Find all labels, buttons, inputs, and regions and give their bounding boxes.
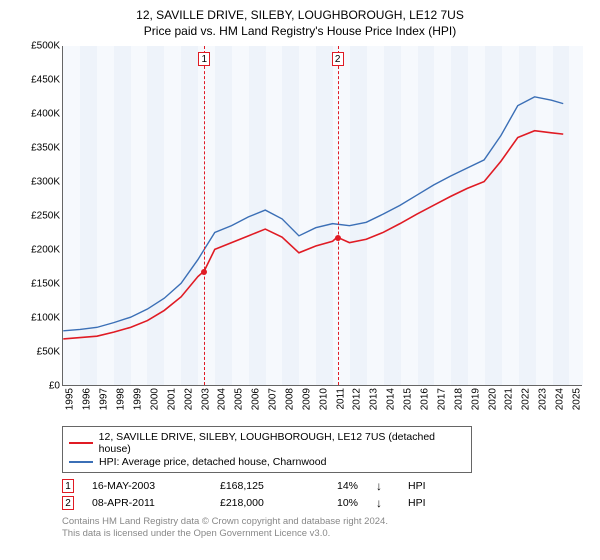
x-tick-label: 2020 [487,388,498,410]
transaction-row: 1 16-MAY-2003 £168,125 14% ↓ HPI [62,479,586,493]
legend: 12, SAVILLE DRIVE, SILEBY, LOUGHBOROUGH,… [62,426,472,473]
legend-row-hpi: HPI: Average price, detached house, Char… [69,456,465,468]
marker-box: 1 [198,52,210,66]
x-tick-label: 2021 [504,388,515,410]
y-tick-label: £300K [16,177,60,188]
transaction-marker: 2 [62,496,74,510]
marker-dot [335,235,341,241]
marker-box: 2 [332,52,344,66]
transaction-row: 2 08-APR-2011 £218,000 10% ↓ HPI [62,496,586,510]
marker-dot [201,269,207,275]
footer: Contains HM Land Registry data © Crown c… [62,516,586,540]
transaction-marker: 1 [62,479,74,493]
x-tick-label: 2002 [183,388,194,410]
x-tick-label: 2017 [436,388,447,410]
plot-area: 12 [62,46,582,386]
series-price_paid [63,131,563,339]
x-tick-label: 1996 [82,388,93,410]
x-tick-label: 1998 [116,388,127,410]
marker-vline [338,46,339,385]
y-tick-label: £150K [16,279,60,290]
transaction-price: £168,125 [220,480,300,492]
transactions-table: 1 16-MAY-2003 £168,125 14% ↓ HPI 2 08-APR-2011 £… [62,479,586,510]
x-tick-label: 2006 [251,388,262,410]
y-tick-label: £100K [16,313,60,324]
x-tick-label: 2007 [268,388,279,410]
x-tick-label: 2025 [571,388,582,410]
transaction-price: £218,000 [220,497,300,509]
x-tick-label: 2023 [538,388,549,410]
chart-title-address: 12, SAVILLE DRIVE, SILEBY, LOUGHBOROUGH,… [14,8,586,22]
legend-swatch-price-paid [69,442,93,444]
series-hpi [63,97,563,331]
chart-titles: 12, SAVILLE DRIVE, SILEBY, LOUGHBOROUGH,… [14,8,586,38]
footer-line-1: Contains HM Land Registry data © Crown c… [62,516,586,528]
legend-label-hpi: HPI: Average price, detached house, Char… [99,456,326,468]
down-arrow-icon: ↓ [376,479,390,493]
chart: 12 £0£50K£100K£150K£200K£250K£300K£350K£… [14,42,586,422]
y-tick-label: £250K [16,211,60,222]
chart-lines [63,46,582,385]
x-tick-label: 2013 [369,388,380,410]
down-arrow-icon: ↓ [376,496,390,510]
x-tick-label: 2001 [166,388,177,410]
x-tick-label: 2022 [521,388,532,410]
y-tick-label: £0 [16,381,60,392]
y-tick-label: £500K [16,41,60,52]
x-tick-label: 2003 [200,388,211,410]
x-tick-label: 1999 [132,388,143,410]
x-tick-label: 2016 [419,388,430,410]
x-tick-label: 2024 [555,388,566,410]
x-tick-label: 2009 [301,388,312,410]
page: 12, SAVILLE DRIVE, SILEBY, LOUGHBOROUGH,… [0,0,600,560]
chart-title-subtitle: Price paid vs. HM Land Registry's House … [14,24,586,38]
x-tick-label: 1997 [99,388,110,410]
transaction-pct: 10% [318,497,358,509]
transaction-date: 08-APR-2011 [92,497,202,509]
x-tick-label: 2005 [234,388,245,410]
x-tick-label: 2012 [352,388,363,410]
y-tick-label: £400K [16,109,60,120]
legend-label-price-paid: 12, SAVILLE DRIVE, SILEBY, LOUGHBOROUGH,… [99,431,465,455]
y-tick-label: £200K [16,245,60,256]
legend-swatch-hpi [69,461,93,463]
x-tick-label: 2004 [217,388,228,410]
transaction-hpi-label: HPI [408,480,438,492]
transaction-pct: 14% [318,480,358,492]
transaction-date: 16-MAY-2003 [92,480,202,492]
y-tick-label: £350K [16,143,60,154]
transaction-hpi-label: HPI [408,497,438,509]
x-tick-label: 1995 [65,388,76,410]
x-tick-label: 2010 [318,388,329,410]
x-tick-label: 2018 [453,388,464,410]
y-tick-label: £450K [16,75,60,86]
y-tick-label: £50K [16,347,60,358]
x-tick-label: 2011 [335,388,346,410]
marker-vline [204,46,205,385]
footer-line-2: This data is licensed under the Open Gov… [62,528,586,540]
x-tick-label: 2014 [386,388,397,410]
x-tick-label: 2015 [403,388,414,410]
legend-row-price-paid: 12, SAVILLE DRIVE, SILEBY, LOUGHBOROUGH,… [69,431,465,455]
x-tick-label: 2008 [284,388,295,410]
x-tick-label: 2019 [470,388,481,410]
x-tick-label: 2000 [149,388,160,410]
